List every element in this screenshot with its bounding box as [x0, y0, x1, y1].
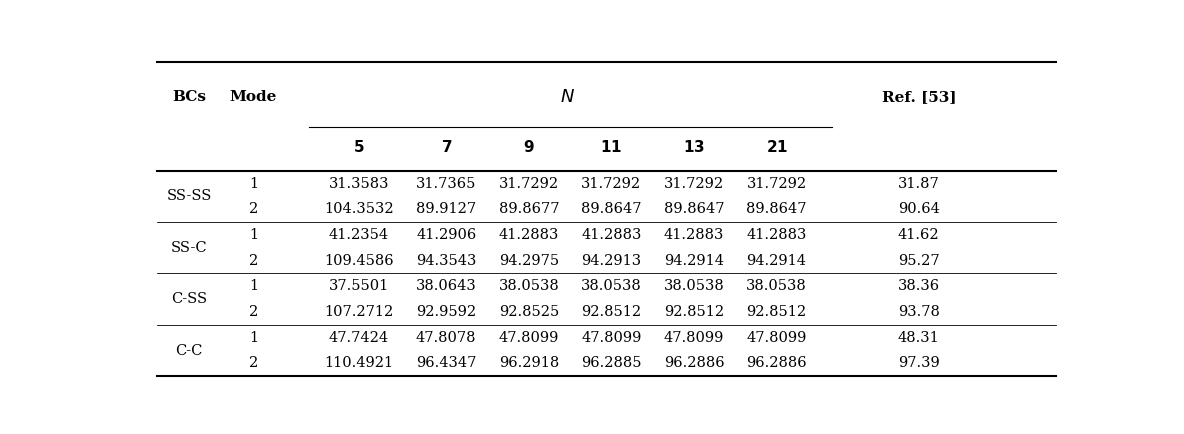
Text: 92.8525: 92.8525: [498, 305, 559, 319]
Text: 92.8512: 92.8512: [664, 305, 725, 319]
Text: 31.7365: 31.7365: [416, 177, 476, 191]
Text: BCs: BCs: [173, 90, 206, 104]
Text: 1: 1: [249, 228, 258, 242]
Text: 31.3583: 31.3583: [329, 177, 390, 191]
Text: $\mathbf{13}$: $\mathbf{13}$: [683, 139, 704, 155]
Text: 89.8647: 89.8647: [746, 202, 806, 216]
Text: 89.8677: 89.8677: [498, 202, 559, 216]
Text: $\mathbf{11}$: $\mathbf{11}$: [600, 139, 623, 155]
Text: 38.0538: 38.0538: [663, 279, 725, 293]
Text: 94.2914: 94.2914: [664, 253, 723, 268]
Text: 47.8099: 47.8099: [746, 331, 806, 345]
Text: 97.39: 97.39: [897, 356, 940, 370]
Text: $\mathbf{21}$: $\mathbf{21}$: [766, 139, 787, 155]
Text: 1: 1: [249, 177, 258, 191]
Text: 96.4347: 96.4347: [416, 356, 476, 370]
Text: 1: 1: [249, 279, 258, 293]
Text: 47.8099: 47.8099: [498, 331, 559, 345]
Text: C-C: C-C: [175, 344, 202, 358]
Text: 110.4921: 110.4921: [324, 356, 393, 370]
Text: 2: 2: [249, 253, 258, 268]
Text: 1: 1: [249, 331, 258, 345]
Text: 94.2975: 94.2975: [498, 253, 559, 268]
Text: 31.87: 31.87: [897, 177, 940, 191]
Text: 96.2886: 96.2886: [664, 356, 725, 370]
Text: $\it{N}$: $\it{N}$: [560, 88, 575, 106]
Text: 47.8078: 47.8078: [416, 331, 476, 345]
Text: 38.0538: 38.0538: [581, 279, 642, 293]
Text: 94.2913: 94.2913: [581, 253, 642, 268]
Text: SS-C: SS-C: [170, 241, 207, 255]
Text: 92.8512: 92.8512: [746, 305, 806, 319]
Text: 104.3532: 104.3532: [324, 202, 394, 216]
Text: 89.8647: 89.8647: [581, 202, 642, 216]
Text: 90.64: 90.64: [897, 202, 940, 216]
Text: SS-SS: SS-SS: [167, 189, 212, 204]
Text: $\mathbf{9}$: $\mathbf{9}$: [523, 139, 535, 155]
Text: 96.2918: 96.2918: [498, 356, 559, 370]
Text: 96.2886: 96.2886: [746, 356, 806, 370]
Text: 109.4586: 109.4586: [324, 253, 394, 268]
Text: 41.62: 41.62: [897, 228, 940, 242]
Text: 48.31: 48.31: [897, 331, 940, 345]
Text: 41.2883: 41.2883: [581, 228, 642, 242]
Text: 38.0538: 38.0538: [746, 279, 807, 293]
Text: C-SS: C-SS: [172, 292, 207, 306]
Text: $\mathbf{5}$: $\mathbf{5}$: [353, 139, 365, 155]
Text: 31.7292: 31.7292: [498, 177, 559, 191]
Text: 93.78: 93.78: [897, 305, 940, 319]
Text: 47.8099: 47.8099: [664, 331, 725, 345]
Text: 92.9592: 92.9592: [416, 305, 476, 319]
Text: 96.2885: 96.2885: [581, 356, 642, 370]
Text: 94.2914: 94.2914: [747, 253, 806, 268]
Text: 2: 2: [249, 356, 258, 370]
Text: 47.7424: 47.7424: [329, 331, 390, 345]
Text: Mode: Mode: [230, 90, 277, 104]
Text: 95.27: 95.27: [897, 253, 940, 268]
Text: 41.2354: 41.2354: [329, 228, 390, 242]
Text: 31.7292: 31.7292: [746, 177, 806, 191]
Text: 41.2883: 41.2883: [498, 228, 559, 242]
Text: 89.8647: 89.8647: [664, 202, 725, 216]
Text: 107.2712: 107.2712: [324, 305, 393, 319]
Text: 38.0538: 38.0538: [498, 279, 559, 293]
Text: 38.36: 38.36: [897, 279, 940, 293]
Text: 47.8099: 47.8099: [581, 331, 642, 345]
Text: Ref. [53]: Ref. [53]: [882, 90, 955, 104]
Text: 41.2883: 41.2883: [664, 228, 725, 242]
Text: 31.7292: 31.7292: [664, 177, 725, 191]
Text: 2: 2: [249, 202, 258, 216]
Text: 92.8512: 92.8512: [581, 305, 642, 319]
Text: 94.3543: 94.3543: [416, 253, 476, 268]
Text: 31.7292: 31.7292: [581, 177, 642, 191]
Text: 38.0643: 38.0643: [416, 279, 477, 293]
Text: 41.2906: 41.2906: [416, 228, 476, 242]
Text: 37.5501: 37.5501: [329, 279, 390, 293]
Text: 41.2883: 41.2883: [746, 228, 806, 242]
Text: 2: 2: [249, 305, 258, 319]
Text: 89.9127: 89.9127: [416, 202, 476, 216]
Text: $\mathbf{7}$: $\mathbf{7}$: [440, 139, 452, 155]
